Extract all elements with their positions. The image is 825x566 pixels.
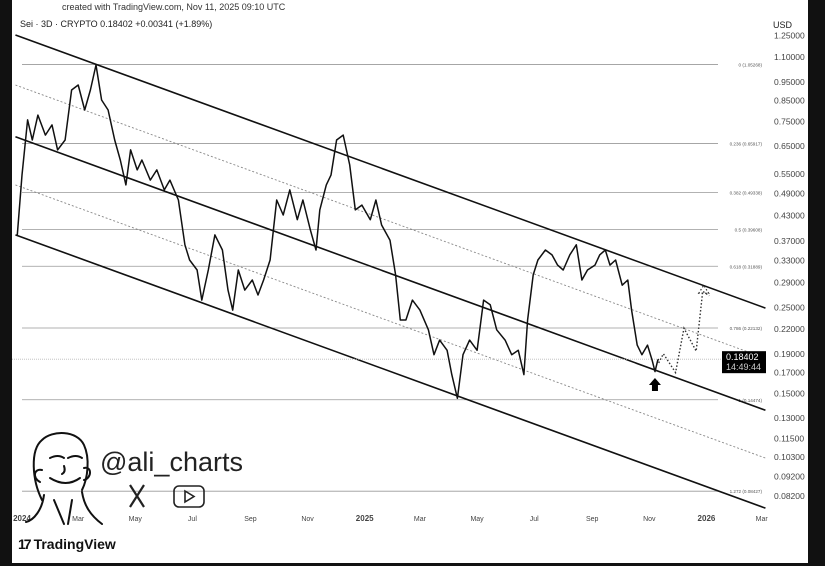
channel-line xyxy=(15,136,766,412)
y-tick-label: 0.37000 xyxy=(774,236,805,246)
price-chart[interactable]: 0 (1.05268) 0.236 (0.65917) 0.382 (0.49338… xyxy=(12,0,808,563)
x-logo-icon[interactable] xyxy=(129,484,145,508)
author-handle: @ali_charts xyxy=(100,447,243,477)
y-tick-label: 0.33000 xyxy=(774,255,805,265)
channel-midline xyxy=(15,184,766,459)
symbol-legend[interactable]: Sei · 3D · CRYPTO 0.18402 +0.00341 (+1.8… xyxy=(20,19,213,29)
x-tick-label: Jul xyxy=(530,516,539,523)
fib-levels: 0 (1.05268) 0.236 (0.65917) 0.382 (0.49338… xyxy=(22,62,762,494)
x-tick-label: Nov xyxy=(643,516,656,523)
y-tick-label: 0.08200 xyxy=(774,491,805,501)
youtube-play-icon[interactable] xyxy=(173,485,205,508)
y-tick-label: 0.55000 xyxy=(774,169,805,179)
fib-label: 1.272 (0.08427) xyxy=(730,489,763,494)
fib-label: 0.618 (0.31889) xyxy=(730,264,763,269)
x-tick-label: Mar xyxy=(414,516,427,523)
fib-label: 0.382 (0.49338) xyxy=(730,191,763,196)
y-tick-label: 0.10300 xyxy=(774,452,805,462)
x-tick-label: May xyxy=(470,516,484,523)
price-series-line xyxy=(16,64,660,400)
tradingview-logo[interactable]: 17 TradingView xyxy=(18,536,116,552)
created-caption: created with TradingView.com, Nov 11, 20… xyxy=(62,2,286,12)
x-tick-label: Sep xyxy=(244,516,257,523)
fib-label: 0.786 (0.22132) xyxy=(730,326,763,331)
last-price-value: 0.18402 xyxy=(726,352,759,362)
x-tick-label: Nov xyxy=(301,516,314,523)
fib-label: 0 (1.05268) xyxy=(739,62,763,67)
y-tick-label: 0.95000 xyxy=(774,77,805,87)
y-tick-label: 1.10000 xyxy=(774,52,805,62)
currency-label: USD xyxy=(773,20,793,30)
y-tick-label: 0.85000 xyxy=(774,96,805,106)
x-tick-label: 2026 xyxy=(698,514,716,523)
x-tick-label: 2024 xyxy=(13,514,31,523)
y-tick-label: 0.15000 xyxy=(774,389,805,399)
y-tick-label: 0.19000 xyxy=(774,349,805,359)
y-tick-label: 0.49000 xyxy=(774,189,805,199)
y-axis: 1.25000 1.10000 0.95000 0.85000 0.75000 0.650… xyxy=(774,30,805,500)
x-tick-label: Sep xyxy=(586,516,599,523)
y-tick-label: 0.43000 xyxy=(774,211,805,221)
tradingview-wordmark: TradingView xyxy=(33,536,116,552)
channel-lines xyxy=(15,34,766,509)
y-tick-label: 0.13000 xyxy=(774,413,805,423)
x-axis: 2024 Mar May Jul Sep Nov 2025 Mar May Jul Sep Nov 20… xyxy=(13,514,768,523)
tradingview-logo-icon: 17 xyxy=(18,536,32,552)
channel-line xyxy=(15,34,766,309)
countdown: 14:49:44 xyxy=(726,362,761,372)
chart-panel: 0 (1.05268) 0.236 (0.65917) 0.382 (0.49338… xyxy=(12,0,808,563)
avatar-illustration xyxy=(25,432,103,525)
x-tick-label: Mar xyxy=(756,516,769,523)
y-tick-label: 1.25000 xyxy=(774,30,805,40)
up-arrow-icon xyxy=(648,377,661,391)
channel-line xyxy=(15,234,766,509)
fib-label: 1 (0.14474) xyxy=(739,398,763,403)
y-tick-label: 0.25000 xyxy=(774,302,805,312)
projection-path xyxy=(658,290,710,375)
y-tick-label: 0.17000 xyxy=(774,368,805,378)
x-tick-label: May xyxy=(129,516,143,523)
projection-arrowhead xyxy=(697,284,710,294)
y-tick-label: 0.29000 xyxy=(774,277,805,287)
y-tick-label: 0.11500 xyxy=(774,434,804,444)
x-tick-label: 2025 xyxy=(356,514,374,523)
y-tick-label: 0.09200 xyxy=(774,471,805,481)
y-tick-label: 0.22000 xyxy=(774,324,805,334)
x-tick-label: Mar xyxy=(72,516,85,523)
last-price-tag: 0.18402 14:49:44 xyxy=(722,351,766,374)
y-tick-label: 0.65000 xyxy=(774,141,805,151)
fib-label: 0.5 (0.39608) xyxy=(735,228,763,233)
fib-label: 0.236 (0.65917) xyxy=(730,142,763,147)
y-tick-label: 0.75000 xyxy=(774,117,805,127)
x-tick-label: Jul xyxy=(188,516,197,523)
channel-midline xyxy=(15,84,766,359)
